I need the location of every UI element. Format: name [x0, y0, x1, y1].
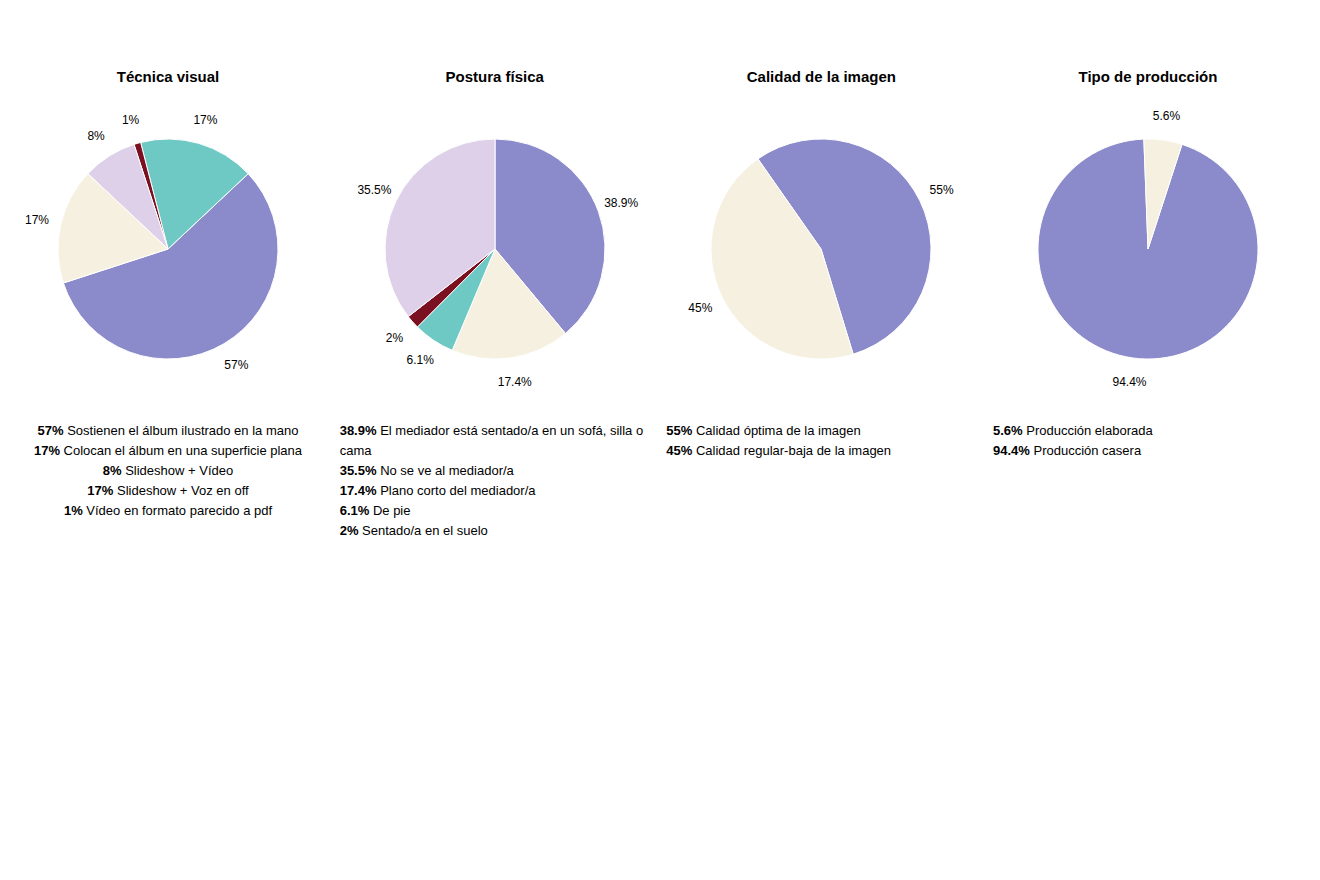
html-text:17% Colocan el álbum en una su: 17% Colocan el álbum en una superficie p… [33, 443, 303, 458]
svg-text:17%: 17% [25, 213, 49, 227]
html-text:38.9% El mediador está sentado: 38.9% El mediador está sentado/a en un s… [339, 423, 644, 458]
html-text:55% Calidad óptima de la image: 55% Calidad óptima de la imagen [666, 423, 861, 438]
svg-text:6.1%: 6.1% [406, 353, 434, 367]
html-text:Postura física: Postura física [445, 68, 544, 85]
svg-text:35.5%: 35.5% [357, 183, 391, 197]
html-text:5.6% Producción elaborada: 5.6% Producción elaborada [993, 423, 1153, 438]
svg-text:38.9%: 38.9% [604, 196, 638, 210]
svg-text:45%: 45% [689, 301, 713, 315]
svg-text:8%: 8% [87, 129, 105, 143]
svg-text:94.4%: 94.4% [1112, 375, 1146, 389]
svg-text:5.6%: 5.6% [1153, 109, 1181, 123]
svg-text:17%: 17% [193, 113, 217, 127]
html-text:17.4% Plano corto del mediador: 17.4% Plano corto del mediador/a [339, 483, 536, 498]
html-text:35.5% No se ve al mediador/a: 35.5% No se ve al mediador/a [339, 463, 514, 478]
html-text:17% Slideshow + Voz en off: 17% Slideshow + Voz en off [87, 483, 249, 498]
svg-text:17.4%: 17.4% [497, 375, 531, 389]
html-text:1% Vídeo en formato parecido a: 1% Vídeo en formato parecido a pdf [63, 503, 273, 518]
html-text:45% Calidad regular-baja de la: 45% Calidad regular-baja de la imagen [666, 443, 892, 458]
html-text:94.4% Producción casera: 94.4% Producción casera [993, 443, 1142, 458]
svg-text:55%: 55% [930, 183, 954, 197]
svg-text:2%: 2% [386, 331, 404, 345]
html-text:Técnica visual: Técnica visual [116, 68, 220, 85]
html-text:8% Slideshow + Vídeo: 8% Slideshow + Vídeo [102, 463, 234, 478]
svg-text:1%: 1% [122, 113, 140, 127]
html-text:2% Sentado/a en el suelo: 2% Sentado/a en el suelo [339, 523, 488, 538]
html-text:Tipo de producción: Tipo de producción [1078, 68, 1218, 85]
html-text:Calidad de la imagen: Calidad de la imagen [746, 68, 896, 85]
html-text:6.1% De pie: 6.1% De pie [339, 503, 411, 518]
html-text:57% Sostienen el álbum ilustra: 57% Sostienen el álbum ilustrado en la m… [37, 423, 299, 438]
svg-text:57%: 57% [224, 358, 248, 372]
